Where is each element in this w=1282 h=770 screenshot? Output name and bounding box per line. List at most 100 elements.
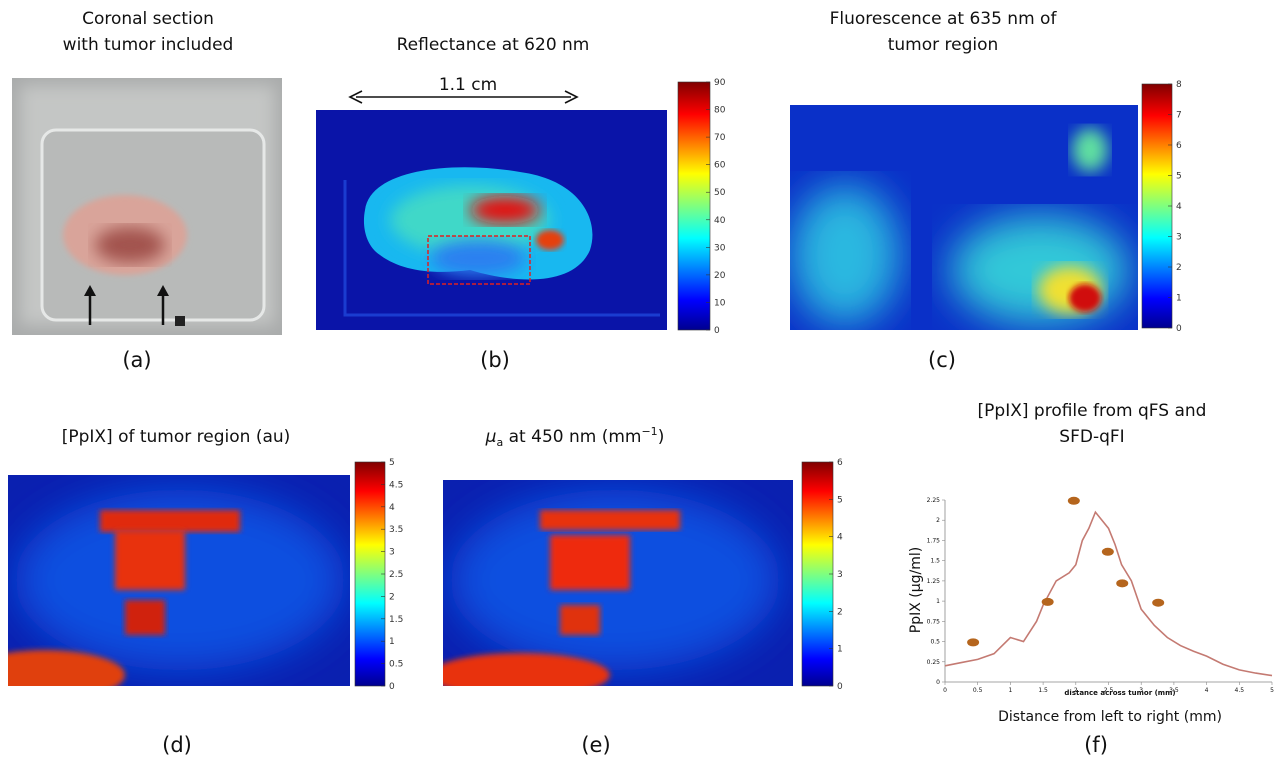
colorbar-tick-label: 10 (714, 298, 726, 308)
heatmap (316, 110, 667, 330)
x-tick-label: 2 (1074, 687, 1078, 694)
colorbar-tick-label: 2.5 (389, 570, 403, 580)
colorbar-tick-label: 0 (714, 326, 720, 336)
panel-title: Fluorescence at 635 nm of (830, 9, 1058, 29)
heatmap (790, 105, 1138, 330)
panel-title: with tumor included (63, 35, 234, 55)
heatmap (8, 475, 350, 686)
colorbar-tick-label: 5 (837, 495, 843, 505)
panel-e: μa at 450 nm (mm−1) (e) (443, 425, 834, 757)
colorbar-tick-label: 2 (389, 592, 395, 602)
colorbar-tick-label: 1 (837, 645, 843, 655)
x-tick-label: 0.5 (973, 687, 983, 694)
colorbar-tick-label: 3 (1176, 233, 1182, 243)
scale-label: 1.1 cm (439, 75, 497, 95)
colorbar-tick-label: 40 (714, 216, 726, 226)
colorbar-tick-label: 80 (714, 106, 726, 116)
colorbar-tick-label: 0 (389, 682, 395, 692)
y-tick-label: 0.25 (927, 659, 941, 666)
x-tick-label: 4 (1205, 687, 1209, 694)
colorbar-tick-label: 8 (1176, 80, 1182, 90)
panel-label: (f) (1084, 733, 1108, 757)
y-tick-label: 1.5 (930, 558, 940, 565)
colorbar-tick-label: 4 (389, 503, 395, 513)
panel-title: [PpIX] profile from qFS and (978, 401, 1207, 421)
panel-title: μa at 450 nm (mm−1) (485, 425, 665, 449)
qfs-point (1116, 579, 1129, 588)
x-tick-label: 3.5 (1169, 687, 1179, 694)
colorbar-tick-label: 1.5 (389, 615, 403, 625)
panel-title: [PpIX] of tumor region (au) (62, 427, 291, 447)
qfs-point (1152, 598, 1165, 607)
y-tick-label: 1.75 (927, 537, 941, 544)
panel-label: (a) (122, 348, 151, 372)
colorbar-tick-label: 0.5 (389, 660, 403, 670)
qfs-point (1101, 547, 1114, 556)
y-tick-label: 0.5 (930, 639, 940, 646)
title-part: at 450 nm (mm (503, 427, 641, 447)
title-part: μ (485, 427, 497, 447)
colorbar-tick-label: 6 (1176, 141, 1182, 151)
colorbar-tick-label: 5 (1176, 172, 1182, 182)
inner-x-label: distance across tumor (mm) (1064, 689, 1175, 697)
colorbar-tick-label: 4 (837, 533, 843, 543)
colorbar-tick-label: 7 (1176, 111, 1182, 121)
colorbar-tick-label: 50 (714, 188, 726, 198)
panel-title: Coronal section (82, 9, 214, 29)
x-tick-label: 3 (1139, 687, 1143, 694)
photo (12, 78, 282, 335)
colorbar-tick-label: 2 (837, 607, 843, 617)
colorbar-tick-label: 90 (714, 78, 726, 88)
colorbar-tick-label: 60 (714, 161, 726, 171)
colorbar-tick-label: 3.5 (389, 525, 403, 535)
panel-a: Coronal section with tumor included (a) (12, 9, 282, 372)
title-part: ) (658, 427, 665, 447)
colorbar-tick-label: 1 (389, 637, 395, 647)
panel-c: Fluorescence at 635 nm of tumor region (… (790, 9, 1173, 372)
colorbar-tick-label: 0 (1176, 324, 1182, 334)
profile-line (944, 510, 1273, 677)
heatmap (443, 480, 793, 686)
panel-label: (b) (480, 348, 510, 372)
colorbar-tick-label: 2 (1176, 263, 1182, 273)
colorbar-tick-label: 4 (1176, 202, 1182, 212)
y-tick-label: 1.25 (927, 578, 941, 585)
y-tick-label: 2 (936, 517, 940, 524)
panel-b: Reflectance at 620 nm 1.1 cm (b) (316, 35, 711, 372)
panel-label: (d) (162, 733, 192, 757)
colorbar-tick-label: 6 (837, 458, 843, 468)
title-part: a (496, 436, 503, 449)
y-axis-label: PpIX (μg/ml) (908, 547, 924, 633)
colorbar-tick-label: 30 (714, 243, 726, 253)
panel-label: (c) (928, 348, 956, 372)
x-axis-label: Distance from left to right (mm) (998, 709, 1222, 725)
title-part: −1 (641, 425, 657, 438)
x-tick-label: 1 (1008, 687, 1012, 694)
panel-label: (e) (581, 733, 610, 757)
colorbar-tick-label: 70 (714, 133, 726, 143)
x-tick-label: 0 (943, 687, 947, 694)
panel-d: [PpIX] of tumor region (au) (d) (8, 427, 386, 757)
colorbar-tick-label: 1 (1176, 294, 1182, 304)
x-tick-label: 2.5 (1104, 687, 1114, 694)
qfs-point (1041, 597, 1054, 606)
x-tick-label: 1.5 (1038, 687, 1048, 694)
y-tick-label: 1 (936, 598, 940, 605)
colorbar-tick-label: 20 (714, 271, 726, 281)
colorbar-tick-label: 3 (837, 570, 843, 580)
y-tick-label: 0.75 (927, 618, 941, 625)
panel-title: tumor region (888, 35, 999, 55)
y-tick-label: 2.25 (927, 497, 941, 504)
colorbar-tick-label: 0 (837, 682, 843, 692)
qfs-point (1067, 496, 1080, 505)
colorbar-tick-label: 3 (389, 548, 395, 558)
colorbar-tick-label: 4.5 (389, 480, 403, 490)
colorbar-tick-label: 5 (389, 458, 395, 468)
y-tick-label: 0 (936, 679, 940, 686)
x-tick-label: 4.5 (1235, 687, 1245, 694)
qfs-point (967, 638, 980, 647)
panel-title: Reflectance at 620 nm (397, 35, 590, 55)
panel-f: [PpIX] profile from qFS and SFD-qFI Dist… (908, 401, 1274, 757)
panel-title: SFD-qFI (1059, 427, 1124, 447)
